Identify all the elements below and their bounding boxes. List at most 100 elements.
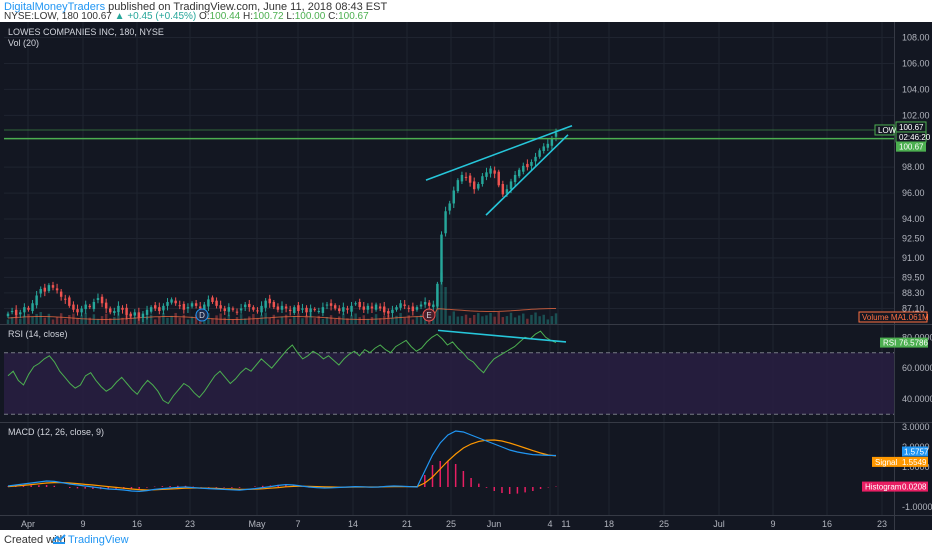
x-tick-label: 18	[604, 519, 614, 529]
x-tick-label: May	[248, 519, 266, 529]
candle-body	[194, 303, 198, 306]
candle-body	[190, 303, 194, 307]
y-tick-label: 96.00	[902, 188, 925, 198]
macd-title: MACD (12, 26, close, 9)	[8, 427, 104, 437]
candle-body	[444, 211, 447, 234]
candle-body	[203, 304, 206, 310]
candle-body	[59, 291, 63, 297]
x-tick-label: 23	[877, 519, 887, 529]
volume-bar	[542, 314, 545, 324]
volume-bar	[6, 319, 10, 324]
candle-body	[436, 283, 439, 307]
rsi-value-name: RSI	[883, 339, 896, 348]
candle-body	[158, 307, 161, 312]
candle-body	[178, 305, 181, 307]
volume-bar	[178, 317, 181, 324]
candle-body	[440, 234, 443, 282]
volume-bar	[395, 315, 398, 324]
y-tick-label: -1.0000	[902, 502, 932, 512]
volume-bar	[109, 318, 112, 324]
signal-value-tag-bg	[872, 456, 928, 467]
candle-body	[47, 285, 51, 291]
rsi-value-tag-bg	[880, 337, 928, 348]
volume-bar	[215, 315, 218, 324]
candle-body	[395, 307, 398, 310]
candle-body	[501, 184, 505, 195]
macd-value-tag-bg	[902, 446, 928, 457]
candle-body	[338, 308, 341, 312]
x-tick-label: 4	[547, 519, 552, 529]
candle-body	[23, 307, 26, 313]
candle-body	[109, 308, 112, 313]
rsi-value: 76.5786	[899, 339, 928, 348]
candle-body	[207, 299, 210, 307]
candle-body	[133, 312, 137, 316]
candle-body	[452, 190, 455, 204]
volume-bar	[162, 313, 165, 324]
volume-bar	[23, 315, 26, 324]
event-marker-label: E	[426, 311, 431, 320]
candle-body	[27, 307, 30, 310]
volume-bar	[260, 314, 263, 324]
candle-body	[137, 312, 141, 318]
volume-bar	[456, 316, 460, 324]
volume-bar	[10, 317, 14, 324]
candle-body	[366, 305, 370, 310]
candle-body	[554, 132, 558, 137]
candle-body	[227, 307, 231, 312]
volume-bar	[117, 313, 120, 324]
volume-bar	[399, 312, 402, 324]
volume-bar	[88, 317, 92, 324]
candle-body	[264, 300, 267, 308]
candle-body	[68, 297, 71, 306]
candle-body	[211, 297, 214, 302]
candle-body	[472, 181, 476, 190]
candle-body	[517, 169, 521, 177]
last-price: 100.67	[81, 11, 112, 22]
open-label: O:	[199, 11, 210, 22]
volume-bar	[383, 315, 386, 324]
tradingview-brand[interactable]: TradingView	[68, 534, 129, 546]
candle-body	[509, 181, 513, 190]
candle-body	[170, 299, 173, 303]
symbol-label: NYSE:LOW, 180	[4, 11, 79, 22]
candle-body	[293, 307, 296, 313]
candle-body	[546, 143, 550, 148]
volume-bar	[174, 312, 177, 324]
candle-body	[219, 305, 222, 309]
candle-body	[522, 165, 525, 172]
volume-bar	[526, 318, 529, 324]
high-value: 100.72	[252, 11, 284, 22]
candle-body	[104, 302, 108, 309]
candle-body	[297, 305, 300, 312]
candle-body	[448, 203, 451, 211]
volume-bar	[170, 315, 173, 324]
volume-bar	[158, 316, 161, 324]
candle-body	[55, 288, 59, 291]
level-price-tag-bg	[896, 141, 926, 152]
candle-body	[35, 295, 38, 306]
volume-bar	[43, 317, 47, 324]
volume-bar	[297, 313, 300, 324]
wedge-upper-trendline	[425, 124, 573, 181]
candle-body	[313, 309, 316, 311]
candle-body	[252, 307, 255, 310]
volume-bar	[64, 318, 67, 324]
candle-body	[513, 174, 517, 183]
volume-bar	[27, 314, 30, 324]
event-marker-d[interactable]	[195, 308, 209, 322]
candle-body	[481, 176, 484, 185]
macd-signal-line	[7, 439, 557, 491]
chart-canvas[interactable]: Apr 9 16 23 May 7 14 21 25 Jun 4 18 25 Jul 9 16 23 11 108.…	[0, 22, 932, 530]
rsi-band-fill	[4, 352, 894, 415]
volume-bar	[333, 318, 337, 324]
candle-body	[6, 313, 10, 317]
volume-bar	[133, 317, 137, 324]
histogram-value-name: Histogram	[865, 483, 902, 492]
event-marker-e[interactable]	[422, 308, 436, 322]
candle-body	[542, 146, 545, 151]
candle-body	[141, 313, 145, 319]
author-link[interactable]: DigitalMoneyTraders	[4, 1, 106, 13]
chart-subtitle: Vol (20)	[8, 38, 39, 48]
candle-body	[489, 168, 492, 174]
